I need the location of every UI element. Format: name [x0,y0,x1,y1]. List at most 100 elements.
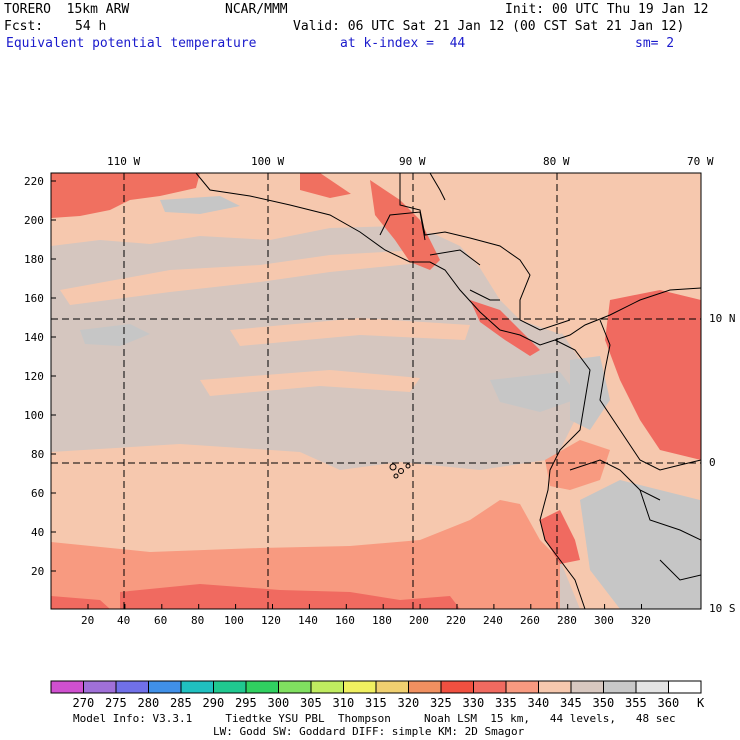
colorbar-swatch [538,680,572,694]
field-south-hot [120,584,460,609]
lon-label-90w: 90 W [399,155,426,168]
lat-label-0: 0 [709,456,716,469]
y-tick-label: 140 [24,331,44,344]
field-andes-grey-2 [570,356,610,430]
lat-lon-grid [51,173,701,609]
field-grey-patch-2 [160,196,240,214]
colorbar-swatch [310,680,344,694]
init-time: Init: 00 UTC Thu 19 Jan 12 [505,2,709,17]
border-guatemala [379,211,426,241]
y-tick-label: 220 [24,175,44,188]
organization: NCAR/MMM [225,2,288,17]
galapagos-islands [389,463,411,479]
colorbar-swatch [440,680,474,694]
x-tick-label: 320 [631,614,651,627]
model-name: TORERO 15km ARW [4,2,130,17]
island-4 [393,473,399,479]
y-tick-label: 200 [24,214,44,227]
colorbar-label: 300 [267,696,290,710]
colorbar-label: 325 [430,696,452,710]
colorbar-label: 285 [170,696,192,710]
y-tick-label: 40 [31,526,45,539]
model-info-line-1: Model Info: V3.3.1 Tiedtke YSU PBL Thomp… [73,712,676,725]
colorbar-label: 270 [72,696,95,710]
coastline-central-america [195,173,701,346]
colorbar-swatch [408,680,442,694]
coastline-south-america-west [539,339,591,609]
x-tick-label: 60 [154,614,168,627]
colorbar-label: 355 [625,696,647,710]
field-peru-hot [540,510,580,564]
coastline-bolivia-border [659,559,701,581]
colorbar [50,680,702,694]
x-tick-label: 160 [335,614,355,627]
field-colombia-hot [605,290,701,460]
field-grey-patch-1 [80,324,150,346]
colorbar-swatch [668,680,702,694]
field-central-america-hot [370,180,440,270]
lon-label-100w: 100 W [251,155,285,168]
colorbar-label: 330 [462,696,485,710]
y-tick-label: 160 [24,292,44,305]
island-2 [398,468,404,474]
x-tick-label: 300 [594,614,614,627]
field-streak-2 [230,318,470,346]
x-tick-label: 240 [483,614,503,627]
coastline-gulf [429,173,446,201]
colorbar-swatch [50,680,84,694]
y-tick-label: 80 [31,448,45,461]
field-name: Equivalent potential temperature [6,36,257,51]
colorbar-swatch [473,680,507,694]
colorbar-unit: K [697,696,705,710]
y-tick-label: 20 [31,565,45,578]
colorbar-label: 335 [495,696,517,710]
forecast-hour: 54 h [75,19,107,34]
field-andes-grey [580,480,701,609]
model-info-line-2: LW: Godd SW: Goddard DIFF: simple KM: 2D… [213,725,525,738]
border-nicaragua [469,289,500,301]
colorbar-label: 345 [560,696,582,710]
lon-label-70w: 70 W [687,155,714,168]
colorbar-swatch [213,680,247,694]
lon-label-110w: 110 W [107,155,141,168]
colorbar-swatch [83,680,117,694]
level-info: at k-index = 44 [340,36,466,51]
colorbar-swatch [343,680,377,694]
field-south-hot-2 [51,596,110,609]
colorbar-label: 290 [202,696,225,710]
field-central-america [200,173,701,334]
field-south-warm [51,500,560,609]
colorbar-swatch [245,680,279,694]
colorbar-label: 320 [397,696,420,710]
field-streak-1 [60,250,430,305]
x-tick-label: 140 [298,614,318,627]
colorbar-label: 315 [365,696,387,710]
x-tick-label: 260 [520,614,540,627]
colorbar-label: 275 [105,696,127,710]
colorbar-label: 360 [657,696,680,710]
colorbar-label: 305 [300,696,322,710]
colorbar-label: 350 [592,696,615,710]
colorbar-swatch [180,680,214,694]
colorbar-swatch [148,680,182,694]
colorbar-label: 310 [332,696,355,710]
coastline-yucatan [399,173,571,331]
border-honduras [429,249,481,266]
island-1 [389,463,397,471]
map-frame [50,172,702,610]
colorbar-label: 340 [527,696,550,710]
lat-label-10s: 10 S [709,602,736,615]
forecast-label: Fcst: [4,19,44,34]
x-tick-label: 100 [224,614,244,627]
x-tick-label: 40 [117,614,131,627]
x-tick-label: 200 [409,614,429,627]
colorbar-swatch [570,680,604,694]
x-tick-label: 120 [261,614,281,627]
colorbar-swatch [505,680,539,694]
smoothing-info: sm= 2 [635,36,675,51]
coastline-peru-border [639,489,701,541]
x-tick-label: 80 [191,614,205,627]
y-tick-label: 180 [24,253,44,266]
coastlines [195,173,701,609]
